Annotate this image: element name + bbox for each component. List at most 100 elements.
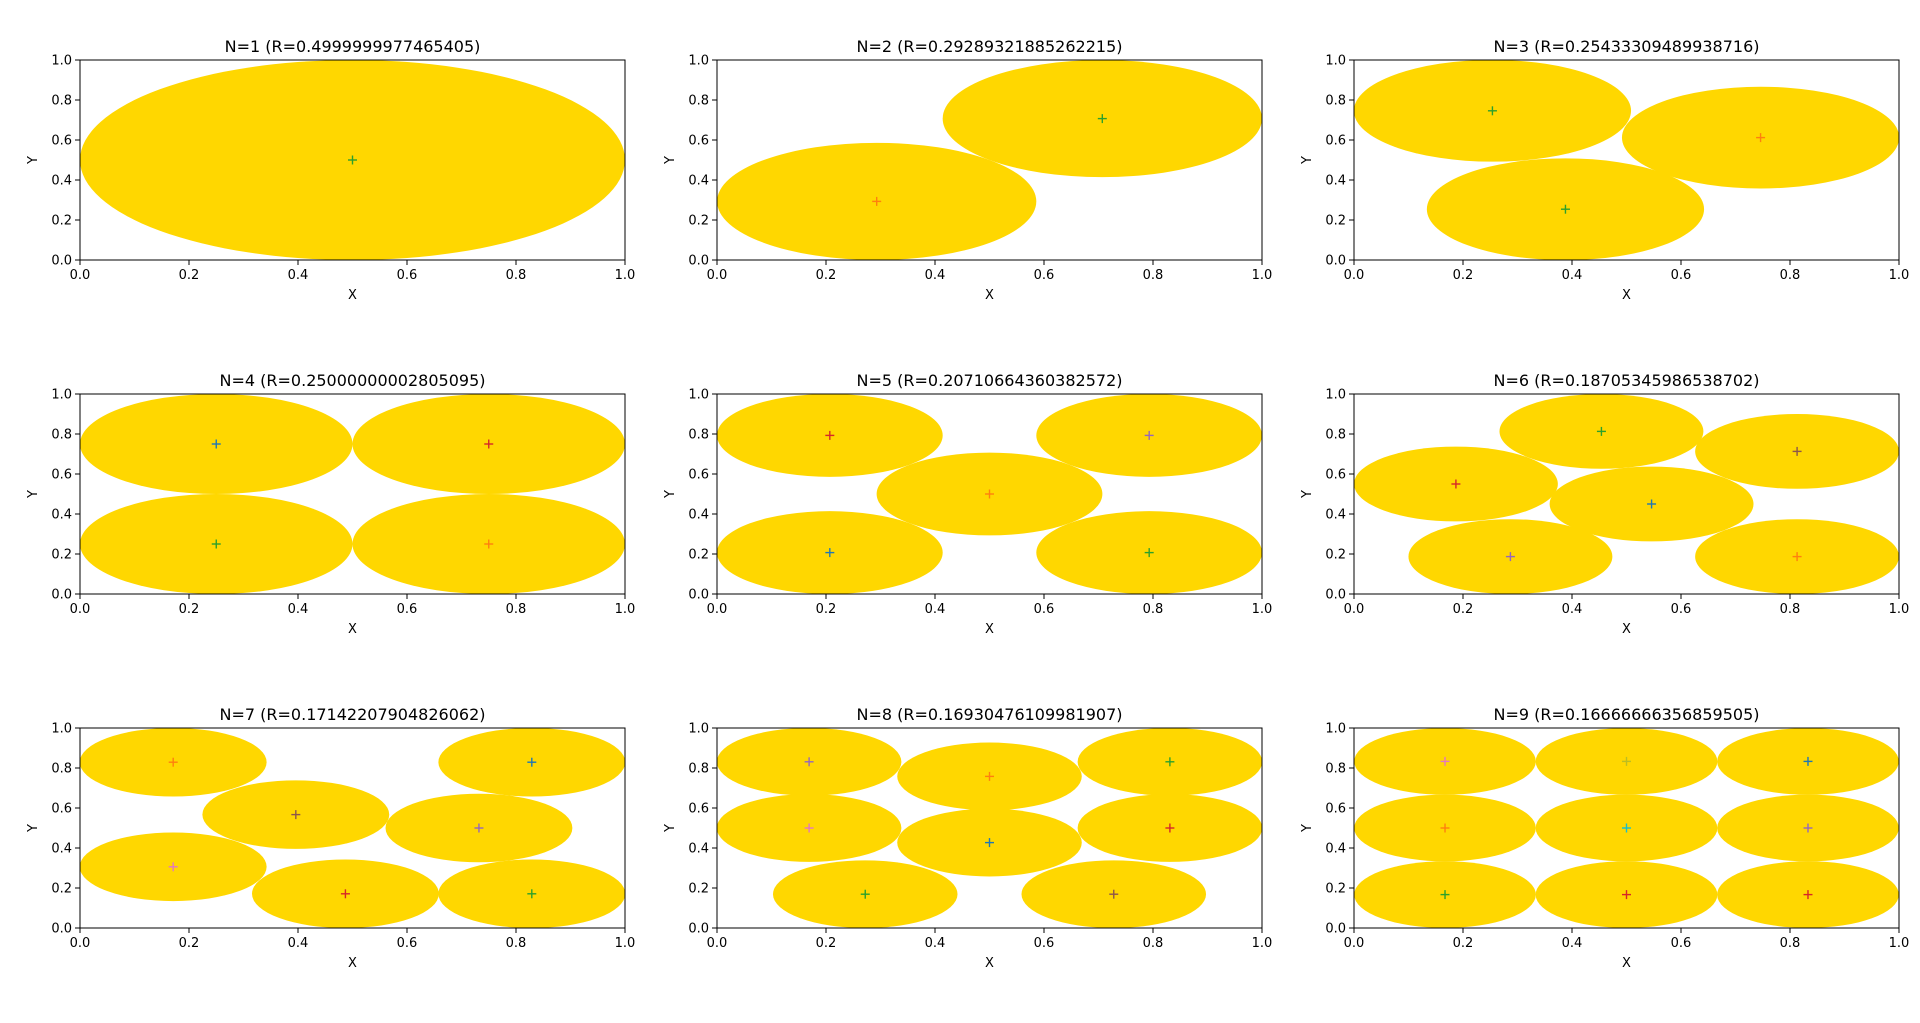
center-marker-1 (211, 439, 221, 449)
center-marker-8 (1109, 889, 1119, 899)
y-tick-label: 0.6 (688, 802, 709, 817)
center-marker-6 (340, 889, 350, 899)
y-tick-label: 0.0 (51, 254, 72, 269)
x-tick-label: 0.0 (1344, 936, 1365, 951)
y-tick-label: 0.6 (1325, 468, 1346, 483)
disk-group (717, 60, 1262, 260)
disk-group (80, 728, 625, 928)
y-axis-label: Y (1300, 824, 1315, 833)
x-tick-label: 0.0 (70, 268, 91, 283)
center-marker-2 (985, 771, 994, 781)
axes-frame (1353, 59, 1900, 261)
y-tick-label: 0.8 (51, 428, 72, 443)
center-marker-5 (985, 838, 994, 848)
x-axis-label: X (348, 956, 357, 971)
x-tick-label: 0.2 (816, 602, 837, 617)
x-tick-label: 0.0 (707, 268, 728, 283)
y-tick-label: 1.0 (1325, 722, 1346, 737)
panel-n7: 0.0 0.2 0.4 0.6 0.8 1.0 0.0 0.2 0.4 0.6 0.8 1.0 X Y N=… (26, 705, 635, 971)
center-marker-1 (1487, 106, 1497, 116)
x-tick-label: 0.2 (1453, 268, 1474, 283)
x-axis-label: X (348, 622, 357, 637)
x-tick-label: 0.4 (288, 268, 309, 283)
center-marker-5 (1622, 823, 1631, 833)
x-tick-label: 0.4 (1562, 936, 1583, 951)
center-marker-1 (168, 757, 178, 767)
disk-group (1354, 394, 1899, 594)
center-marker-4 (484, 539, 494, 549)
y-tick-label: 0.6 (688, 134, 709, 149)
x-axis-label: X (348, 288, 357, 303)
x-tick-label: 1.0 (1889, 936, 1910, 951)
x-tick-label: 1.0 (1252, 268, 1273, 283)
center-marker-9 (1803, 890, 1813, 900)
axes-frame (716, 59, 1263, 261)
y-tick-label: 0.4 (688, 174, 709, 189)
y-tick-label: 0.8 (688, 94, 709, 109)
y-tick-label: 0.6 (51, 468, 72, 483)
y-tick-label: 0.4 (51, 174, 72, 189)
center-marker-1 (825, 430, 835, 440)
y-tick-label: 0.2 (51, 214, 72, 229)
panel-title: N=5 (R=0.20710664360382572) (857, 371, 1123, 390)
x-tick-label: 0.2 (1453, 936, 1474, 951)
x-tick-label: 0.6 (1034, 602, 1055, 617)
axes-frame (716, 393, 1263, 595)
x-tick-label: 0.6 (1671, 602, 1692, 617)
y-tick-label: 0.8 (1325, 94, 1346, 109)
y-tick-label: 0.8 (688, 762, 709, 777)
y-axis-label: Y (26, 490, 41, 499)
disk-group (1354, 60, 1899, 260)
center-marker-7 (1440, 890, 1450, 900)
center-marker-7 (527, 889, 537, 899)
y-tick-label: 0.6 (1325, 802, 1346, 817)
y-tick-label: 0.2 (51, 548, 72, 563)
center-marker-4 (825, 548, 835, 558)
marker-group (1451, 426, 1802, 562)
center-marker-1 (872, 196, 882, 206)
y-tick-label: 1.0 (688, 54, 709, 69)
y-tick-label: 0.2 (1325, 548, 1346, 563)
y-tick-label: 0.0 (688, 922, 709, 937)
x-tick-label: 0.0 (1344, 602, 1365, 617)
y-axis-label: Y (663, 156, 678, 165)
y-tick-label: 0.8 (1325, 762, 1346, 777)
x-tick-label: 0.2 (179, 268, 200, 283)
y-tick-label: 1.0 (51, 388, 72, 403)
x-tick-label: 0.8 (506, 602, 527, 617)
x-tick-label: 0.0 (707, 602, 728, 617)
x-tick-label: 1.0 (615, 268, 636, 283)
x-tick-label: 0.0 (1344, 268, 1365, 283)
y-tick-label: 0.2 (688, 882, 709, 897)
x-tick-label: 0.2 (1453, 602, 1474, 617)
x-tick-label: 0.6 (1034, 268, 1055, 283)
center-marker-5 (168, 862, 178, 872)
y-tick-label: 0.0 (51, 922, 72, 937)
center-marker-4 (474, 823, 484, 833)
x-tick-label: 1.0 (1252, 602, 1273, 617)
axes-frame (79, 393, 626, 595)
panel-title: N=4 (R=0.25000000002805095) (220, 371, 486, 390)
center-marker-7 (860, 889, 870, 899)
center-marker-6 (1792, 552, 1802, 562)
y-tick-label: 0.4 (1325, 174, 1346, 189)
x-tick-label: 0.6 (397, 602, 418, 617)
y-tick-label: 1.0 (51, 722, 72, 737)
center-marker-3 (1803, 756, 1813, 766)
y-tick-label: 1.0 (688, 722, 709, 737)
center-marker-4 (1647, 499, 1657, 509)
center-marker-2 (1792, 446, 1802, 456)
x-tick-label: 0.6 (1671, 268, 1692, 283)
center-marker-6 (1803, 823, 1813, 833)
panel-n8: 0.0 0.2 0.4 0.6 0.8 1.0 0.0 0.2 0.4 0.6 0.8 1.0 X Y N=… (663, 705, 1272, 971)
panel-title: N=3 (R=0.25433309489938716) (1494, 37, 1760, 56)
x-tick-label: 1.0 (615, 936, 636, 951)
x-axis-label: X (1622, 622, 1631, 637)
x-tick-label: 0.0 (70, 602, 91, 617)
y-tick-label: 0.2 (688, 548, 709, 563)
marker-group (211, 439, 494, 549)
y-tick-label: 0.0 (688, 588, 709, 603)
panel-title: N=1 (R=0.4999999977465405) (225, 37, 481, 56)
y-tick-label: 0.0 (51, 588, 72, 603)
y-tick-label: 0.2 (1325, 882, 1346, 897)
